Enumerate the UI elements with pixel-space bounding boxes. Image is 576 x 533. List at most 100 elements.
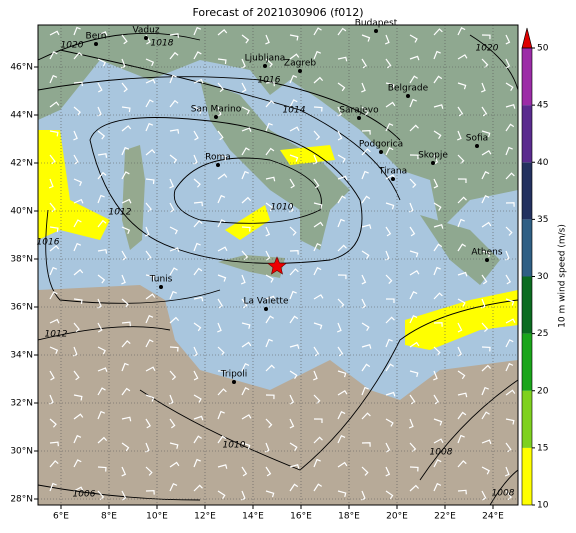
wind-barb [97, 346, 106, 355]
wind-barb [313, 436, 323, 444]
wind-barb [385, 338, 393, 348]
wind-barb [361, 412, 371, 420]
wind-barb [145, 274, 155, 281]
city-dot [216, 163, 220, 167]
wind-barb [265, 295, 276, 301]
land-europe [38, 25, 518, 230]
wind-barb [121, 490, 127, 501]
wind-barb [49, 154, 56, 165]
wind-barb [385, 274, 393, 284]
wind-barb [97, 249, 108, 254]
wind-barb [169, 202, 175, 213]
wind-barb [313, 106, 323, 112]
wind-barb [73, 106, 81, 116]
wind-barb [361, 250, 370, 260]
wind-barb [337, 218, 345, 228]
wind-barb [457, 411, 467, 420]
wind-barb [385, 490, 394, 500]
isobar-label: 1016 [37, 238, 60, 248]
wind-barb [193, 201, 203, 207]
colorbar-tick-label: 50 [537, 44, 549, 54]
wind-barb [433, 154, 439, 165]
wind-barb [121, 171, 130, 180]
wind-barb [145, 293, 156, 300]
wind-barb [289, 394, 295, 405]
wind-barb [73, 219, 82, 228]
wind-barb [145, 178, 155, 185]
wind-barb [361, 106, 369, 116]
wind-barb [313, 322, 323, 330]
wind-barb [337, 490, 347, 498]
wind-barb [361, 82, 366, 93]
wind-barb [73, 130, 78, 141]
isobar [419, 379, 518, 481]
wind-barb [73, 178, 83, 187]
wind-barb [457, 392, 468, 398]
wind-barb [433, 75, 443, 84]
wind-barb [409, 394, 416, 405]
wind-barb [361, 129, 371, 135]
wind-barb [409, 75, 418, 84]
wind-barb [361, 466, 369, 476]
wind-barb [289, 202, 294, 213]
city-label: Sarajevo [339, 106, 379, 116]
wind-barb [241, 466, 248, 477]
wind-barb [457, 489, 467, 495]
wind-barb [49, 226, 59, 233]
wind-barb [265, 100, 275, 108]
wind-barb [289, 464, 300, 469]
wind-barb [433, 266, 441, 276]
colorbar-segment [522, 105, 532, 163]
y-tick-label: 42°N [10, 159, 33, 169]
wind-barb [193, 178, 201, 188]
wind-barb [505, 202, 515, 207]
wind-barb [361, 386, 369, 396]
wind-barb [337, 27, 347, 36]
isobar-label: 1018 [151, 39, 174, 49]
wind-barb [169, 129, 180, 134]
wind-barb [145, 466, 153, 476]
wind-barb [97, 274, 106, 284]
wind-barb [169, 316, 180, 324]
wind-barb [97, 298, 103, 309]
city-dot [406, 94, 410, 98]
wind-barb [384, 34, 390, 45]
event-star [267, 256, 287, 275]
wind-barb [169, 370, 177, 381]
colorbar-tick-label: 40 [537, 158, 549, 168]
wind-barb [265, 394, 275, 400]
wind-barb [433, 178, 439, 189]
wind-barb [241, 196, 252, 204]
colorbar-tick-label: 25 [537, 329, 548, 339]
wind-barb [385, 122, 394, 132]
wind-barb [433, 292, 443, 300]
wind-barb [216, 106, 222, 117]
colorbar: 10 15 20 25 30 35 40 45 50 10 m wind speed (m/s) [521, 27, 568, 511]
isobar-label: 1008 [492, 489, 515, 499]
city-label: Tripoli [220, 370, 248, 380]
wind-barb [97, 31, 108, 36]
y-tick-label: 38°N [10, 255, 33, 265]
wind-barb [337, 195, 346, 204]
colorbar-segment [522, 390, 532, 448]
wind-barb [337, 154, 346, 163]
wind-barb [49, 394, 54, 405]
wind-barb [409, 34, 418, 43]
wind-barb [361, 148, 371, 156]
wind-barb [169, 154, 178, 164]
wind-barb [385, 58, 392, 69]
isobar [89, 117, 363, 264]
wind-barb [49, 266, 58, 276]
wind-barb [49, 418, 57, 428]
wind-barb [169, 74, 177, 84]
wind-barb [337, 130, 343, 141]
city-dot [264, 307, 268, 311]
wind-barb [433, 202, 442, 211]
isobar-label: 1012 [45, 330, 68, 340]
wind-barb [313, 50, 321, 60]
wind-barb [265, 147, 275, 156]
wind-barb [385, 147, 394, 156]
y-tick-label: 34°N [10, 351, 33, 361]
colorbar-segment [522, 276, 532, 334]
wind-barb [169, 482, 178, 492]
